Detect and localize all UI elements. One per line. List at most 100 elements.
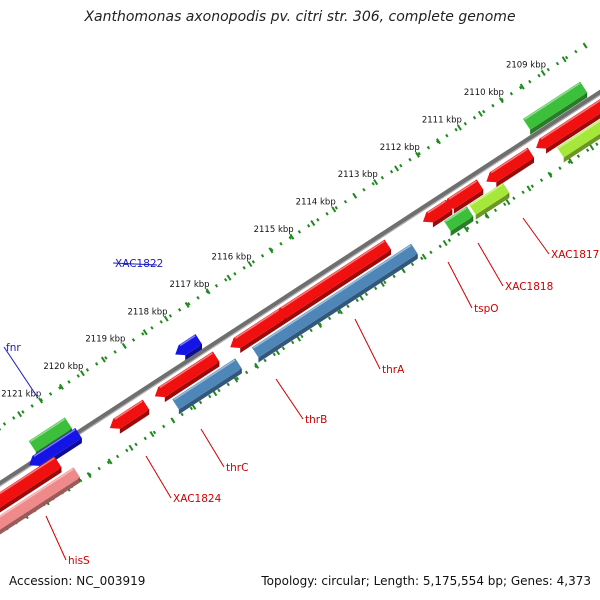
- inner-tick-ring-major-tick: [421, 253, 427, 260]
- gene-XAC1822-face: [175, 334, 202, 356]
- scale-tick-label: 2110 kbp: [464, 88, 504, 98]
- gene-XAC1818[interactable]: [443, 179, 484, 214]
- feature-label-thrC[interactable]: thrC: [200, 428, 248, 474]
- inner-tick-ring-major-tick: [128, 444, 134, 451]
- leader-line: [3, 346, 39, 399]
- cds-thrA-thrB-side: [258, 253, 418, 363]
- outer-tick-ring-major-tick: [561, 56, 567, 63]
- gene-XAC1824[interactable]: [109, 399, 150, 434]
- gene-hisS[interactable]: [0, 456, 62, 522]
- accession-label: Accession: NC_003919: [9, 574, 146, 588]
- gene-tspO-highlight: [427, 200, 446, 214]
- backbone-line: [0, 89, 600, 486]
- gene-thrB-face: [230, 307, 287, 348]
- gene-fnr-face: [523, 81, 588, 130]
- outer-tick-ring-major-tick: [79, 370, 85, 377]
- leader-line: [45, 515, 67, 561]
- scale-tick-label: 2113 kbp: [338, 170, 378, 180]
- gene-XAC1822-side: [185, 344, 202, 361]
- leader-line: [477, 242, 504, 287]
- scale-tick-label: 2114 kbp: [296, 198, 336, 208]
- inner-tick-ring-major-tick: [254, 362, 260, 369]
- feature-label-text: XAC1817: [551, 249, 599, 261]
- outer-tick-ring-major-tick: [477, 110, 483, 117]
- outer-tick-ring-major-tick: [205, 288, 211, 295]
- outer-tick-ring-major-tick: [268, 247, 274, 254]
- inner-tick-ring-major-tick: [568, 158, 574, 165]
- gene-XAC1824-side: [119, 409, 150, 434]
- outer-tick-ring-major-tick: [582, 42, 588, 49]
- cds-XAC1817[interactable]: [557, 104, 600, 163]
- outer-tick-ring-major-tick: [226, 274, 232, 281]
- gene-XAC1824-highlight: [114, 400, 143, 420]
- cds-tspO-face: [444, 206, 474, 232]
- feature-label-thrA[interactable]: thrA: [354, 318, 405, 376]
- leader-line: [447, 261, 473, 309]
- inner-tick-ring-major-tick: [86, 471, 92, 479]
- gene-XAC1818b[interactable]: [486, 147, 535, 188]
- feature-label-fnr[interactable]: fnr: [3, 342, 39, 399]
- outer-tick-ring-major-tick: [142, 329, 148, 336]
- gene-thrC[interactable]: [154, 351, 220, 403]
- cds-XAC1818[interactable]: [469, 182, 510, 220]
- inner-tick-ring-major-tick: [442, 239, 448, 247]
- genome-summary: Topology: circular; Length: 5,175,554 bp…: [261, 574, 591, 588]
- outer-tick-ring-major-tick: [38, 397, 44, 404]
- feature-label-tspO[interactable]: tspO: [447, 261, 499, 315]
- gene-thrB-side: [240, 317, 287, 353]
- feature-label-thrB[interactable]: thrB: [275, 378, 327, 426]
- outer-tick-ring-major-tick: [373, 179, 379, 186]
- feature-label-text: thrB: [305, 414, 327, 426]
- gene-thrC-highlight: [159, 352, 213, 389]
- feature-label-XAC1817[interactable]: XAC1817: [522, 217, 599, 261]
- gene-thrC-side: [164, 361, 220, 403]
- scale-tick-label: 2111 kbp: [422, 115, 462, 125]
- outer-tick-ring: [0, 40, 592, 429]
- outer-tick-ring-major-tick: [247, 260, 253, 268]
- gene-XAC1817[interactable]: [536, 95, 600, 154]
- cds-tspO-side: [450, 216, 474, 237]
- gene-XAC1817-side: [546, 113, 600, 154]
- cds-thrC[interactable]: [172, 358, 242, 415]
- cds-thrA-thrB-highlight: [252, 244, 412, 349]
- leader-line: [354, 318, 381, 370]
- gene-fnr[interactable]: [523, 81, 588, 135]
- cds-tspO[interactable]: [444, 206, 474, 237]
- feature-layer[interactable]: [0, 81, 600, 537]
- cds-XAC1817-side: [563, 133, 600, 163]
- cds-XAC1818-side: [475, 192, 510, 220]
- gene-XAC1822[interactable]: [175, 334, 202, 361]
- scale-tick-label: 2121 kbp: [1, 390, 41, 400]
- gene-XAC1818b-highlight: [490, 148, 528, 174]
- outer-tick-ring-major-tick: [289, 233, 295, 240]
- feature-label-XAC1818[interactable]: XAC1818: [477, 242, 553, 293]
- gene-XAC1818-face: [443, 179, 484, 209]
- feature-label-text: XAC1818: [505, 281, 553, 293]
- feature-label-text: hisS: [68, 555, 90, 567]
- scale-tick-label: 2118 kbp: [127, 307, 167, 317]
- cds-thrA-thrB[interactable]: [251, 243, 418, 363]
- gene-XAC1818-highlight: [448, 180, 477, 200]
- feature-label-XAC1822[interactable]: XAC1822: [112, 258, 163, 270]
- scale-tick-label: 2116 kbp: [212, 252, 252, 262]
- feature-label-hisS[interactable]: hisS: [45, 515, 90, 567]
- outer-tick-ring-major-tick: [352, 192, 358, 199]
- gene-thrA[interactable]: [276, 239, 392, 323]
- label-layer: 2109 kbp 2110 kbp 2111 kbp 2112 kbp 2113 kbp…: [1, 61, 599, 567]
- cds-hisS[interactable]: [0, 467, 80, 537]
- scale-tick-label: 2119 kbp: [85, 335, 125, 345]
- cds-hisS-highlight: [0, 468, 74, 518]
- gene-thrA-side: [286, 249, 392, 323]
- feature-label-XAC1824[interactable]: XAC1824: [145, 455, 222, 505]
- feature-label-text: fnr: [6, 342, 21, 354]
- gene-fnr-highlight: [524, 82, 581, 120]
- cds-XAC1818-highlight: [470, 183, 503, 206]
- scale-tick-label: 2120 kbp: [43, 362, 83, 372]
- gene-thrA-highlight: [280, 240, 385, 309]
- leader-line: [145, 455, 172, 499]
- feature-label-text: thrA: [382, 364, 405, 376]
- outer-tick-ring-major-tick: [184, 301, 190, 309]
- feature-label-text: XAC1822: [115, 258, 163, 270]
- outer-tick-ring-major-tick: [519, 83, 525, 90]
